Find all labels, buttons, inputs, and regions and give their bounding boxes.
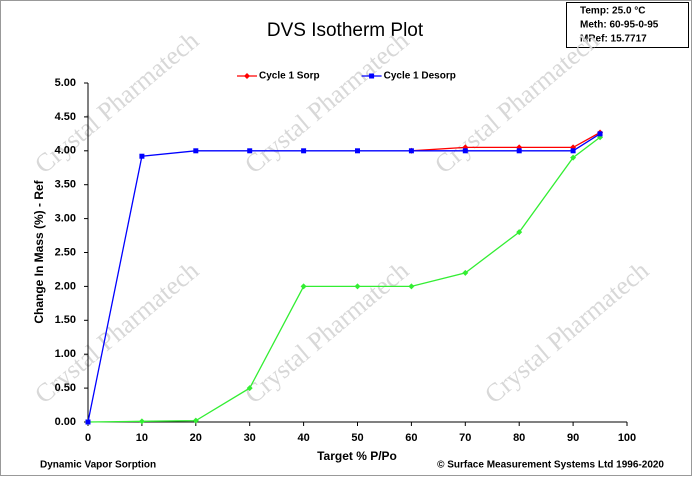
point [570, 148, 576, 154]
point [516, 229, 523, 236]
point [246, 385, 253, 392]
point [408, 148, 414, 154]
y-tick-label: 1.00 [55, 348, 76, 360]
y-tick-label: 4.00 [55, 145, 76, 157]
x-tick-label: 70 [459, 432, 471, 444]
legend-marker [244, 73, 250, 79]
x-tick-label: 90 [567, 432, 579, 444]
x-tick-label: 100 [618, 432, 636, 444]
x-tick-label: 80 [513, 432, 525, 444]
y-tick-label: 4.50 [55, 111, 76, 123]
point [355, 148, 360, 154]
point [597, 131, 603, 137]
y-tick-label: 0.50 [55, 382, 76, 394]
info-text: Meth: 60-95-0-95 [580, 20, 659, 31]
point [192, 417, 199, 424]
y-tick-label: 0.00 [55, 416, 76, 428]
y-tick-label: 2.50 [55, 246, 76, 258]
point [516, 148, 522, 154]
point [139, 153, 145, 159]
x-axis-title: Target % P/Po [317, 449, 397, 463]
footer-right: © Surface Measurement Systems Ltd 1996-2… [437, 460, 664, 471]
x-tick-label: 40 [297, 432, 309, 444]
x-tick-label: 60 [405, 432, 417, 444]
point [570, 154, 577, 161]
x-tick-label: 0 [85, 432, 91, 444]
y-tick-label: 5.00 [55, 77, 76, 89]
y-axis-title: Change In Mass (%) - Ref [32, 179, 46, 323]
x-tick-label: 10 [136, 432, 148, 444]
watermark: Crystal Pharmatech [429, 26, 604, 180]
x-tick-label: 20 [190, 432, 202, 444]
x-tick-label: 30 [244, 432, 256, 444]
point [193, 148, 199, 154]
chart-title: DVS Isotherm Plot [267, 20, 424, 41]
watermark: Crystal Pharmatech [239, 256, 414, 410]
point [247, 148, 253, 154]
y-tick-label: 3.00 [55, 213, 76, 225]
point [354, 283, 361, 290]
point [300, 283, 307, 290]
x-tick-label: 50 [351, 432, 363, 444]
legend-marker [369, 73, 375, 79]
y-tick-label: 1.50 [55, 314, 76, 326]
info-text: MRef: 15.7717 [580, 34, 647, 45]
info-box [566, 2, 689, 48]
y-tick-label: 2.00 [55, 280, 76, 292]
info-text: Temp: 25.0 °C [580, 6, 646, 17]
point [85, 419, 91, 425]
watermark: Crystal Pharmatech [479, 256, 654, 410]
legend-label: Cycle 1 Sorp [259, 71, 320, 82]
point [462, 148, 468, 154]
footer-left: Dynamic Vapor Sorption [40, 460, 156, 471]
point [138, 418, 145, 425]
point [408, 283, 415, 290]
point [462, 269, 469, 276]
y-tick-label: 3.50 [55, 179, 76, 191]
legend-label: Cycle 1 Desorp [384, 71, 456, 82]
watermark: Crystal Pharmatech [239, 26, 414, 180]
point [301, 148, 307, 154]
